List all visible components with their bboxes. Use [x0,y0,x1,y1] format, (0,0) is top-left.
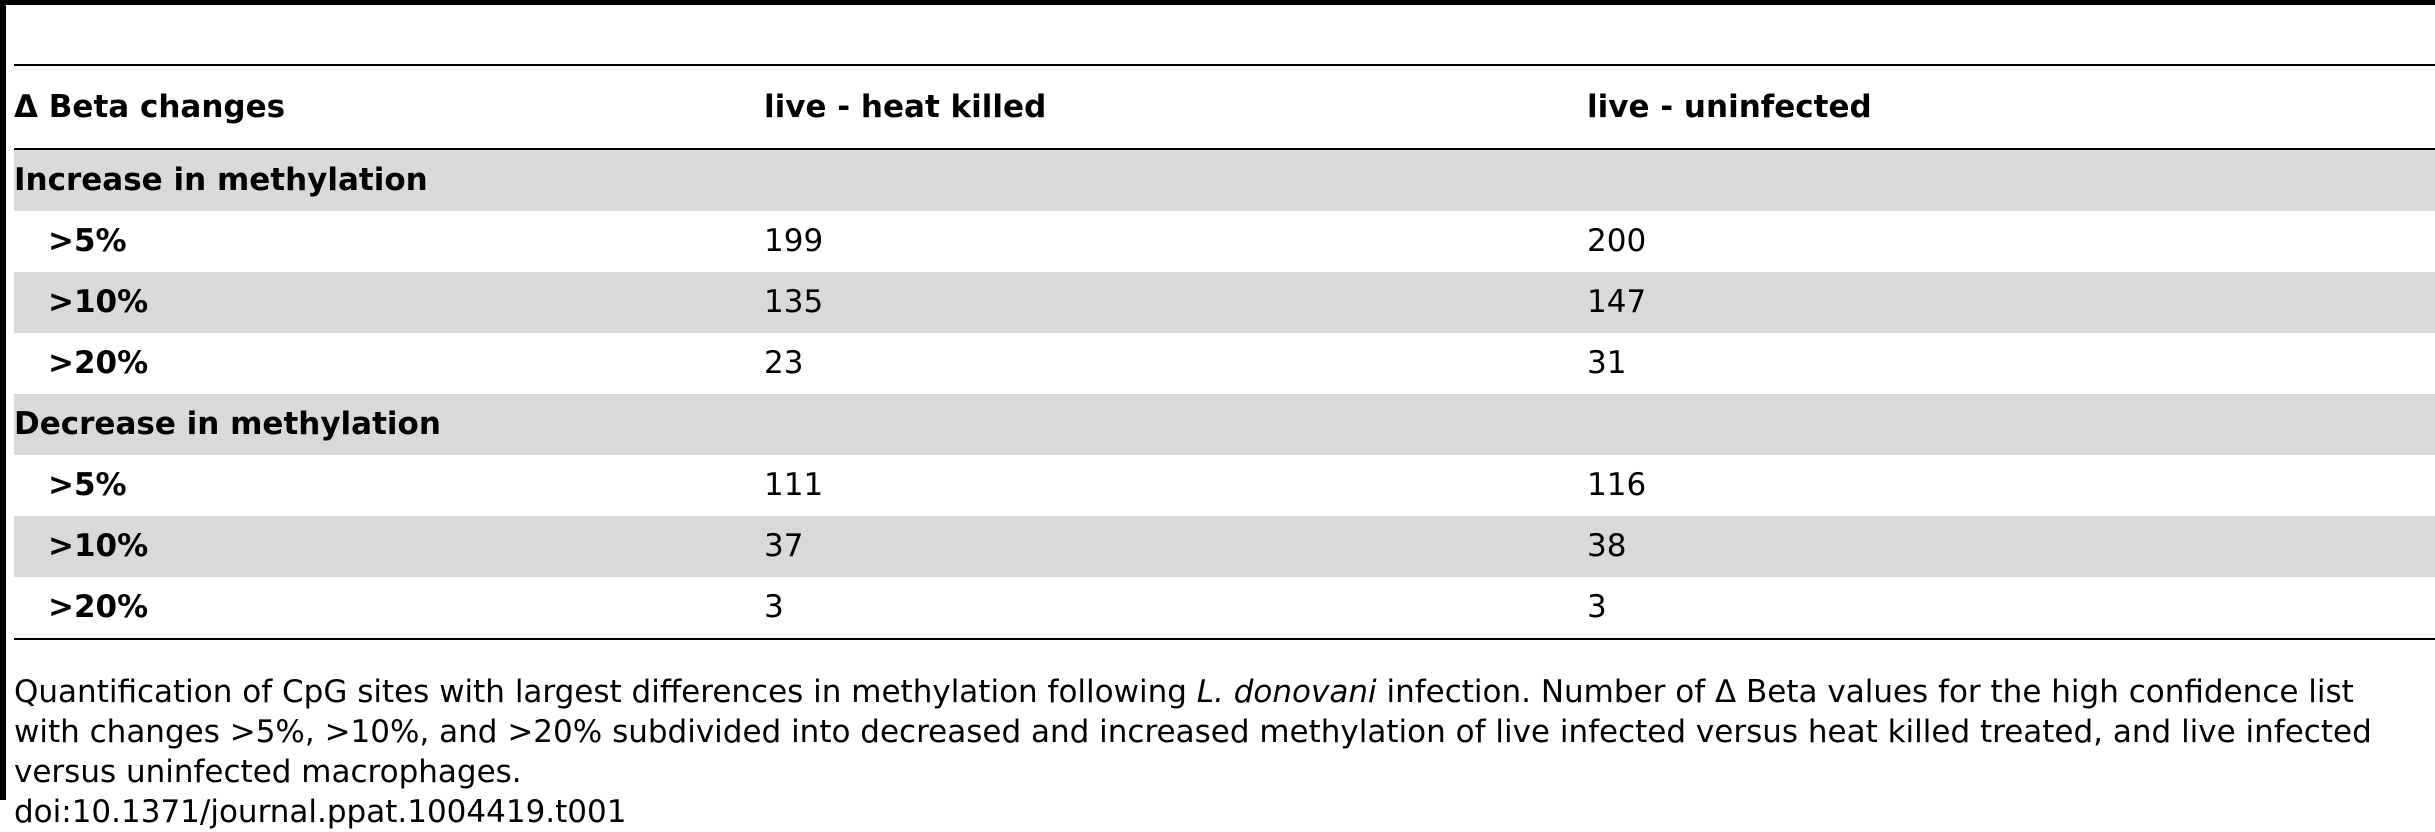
table-bottom-rule [14,638,2435,640]
value-heat-killed: 199 [764,223,824,259]
value-heat-killed: 111 [764,467,824,503]
section-label-increase: Increase in methylation [14,162,428,198]
left-border-rule [0,0,6,800]
table-header-rule [14,148,2435,150]
threshold-label: >10% [48,284,149,320]
table-row: >20% 23 31 [14,333,2435,394]
header-live-heat-killed: live - heat killed [764,89,1047,125]
value-heat-killed: 37 [764,528,804,564]
section-row-decrease: Decrease in methylation [14,394,2435,455]
threshold-label: >20% [48,589,149,625]
caption-text-start: Quantification of CpG sites with largest… [14,674,1197,710]
value-uninfected: 31 [1587,345,1627,381]
table-row: >10% 37 38 [14,516,2435,577]
caption-species: L. donovani [1196,674,1377,710]
section-label-decrease: Decrease in methylation [14,406,441,442]
table-row: >5% 111 116 [14,455,2435,516]
table-row: >20% 3 3 [14,577,2435,638]
value-heat-killed: 23 [764,345,804,381]
section-row-increase: Increase in methylation [14,150,2435,211]
value-uninfected: 3 [1587,589,1607,625]
table-header-row: Δ Beta changes live - heat killed live -… [14,66,2435,148]
table-row: >5% 199 200 [14,211,2435,272]
threshold-label: >10% [48,528,149,564]
threshold-label: >20% [48,345,149,381]
threshold-label: >5% [48,467,127,503]
caption-doi: doi:10.1371/journal.ppat.1004419.t001 [14,794,627,830]
value-heat-killed: 135 [764,284,824,320]
caption-text-end: infection. Number of Δ Beta values for t… [14,674,2372,790]
value-heat-killed: 3 [764,589,784,625]
value-uninfected: 116 [1587,467,1647,503]
table-caption: Quantification of CpG sites with largest… [14,672,2424,832]
header-live-uninfected: live - uninfected [1587,89,1872,125]
methylation-table: Δ Beta changes live - heat killed live -… [14,64,2435,640]
table-row: >10% 135 147 [14,272,2435,333]
threshold-label: >5% [48,223,127,259]
value-uninfected: 200 [1587,223,1647,259]
header-delta-beta: Δ Beta changes [14,89,286,125]
table-top-rule [14,64,2435,66]
value-uninfected: 147 [1587,284,1647,320]
value-uninfected: 38 [1587,528,1627,564]
top-border-rule [0,0,2435,5]
